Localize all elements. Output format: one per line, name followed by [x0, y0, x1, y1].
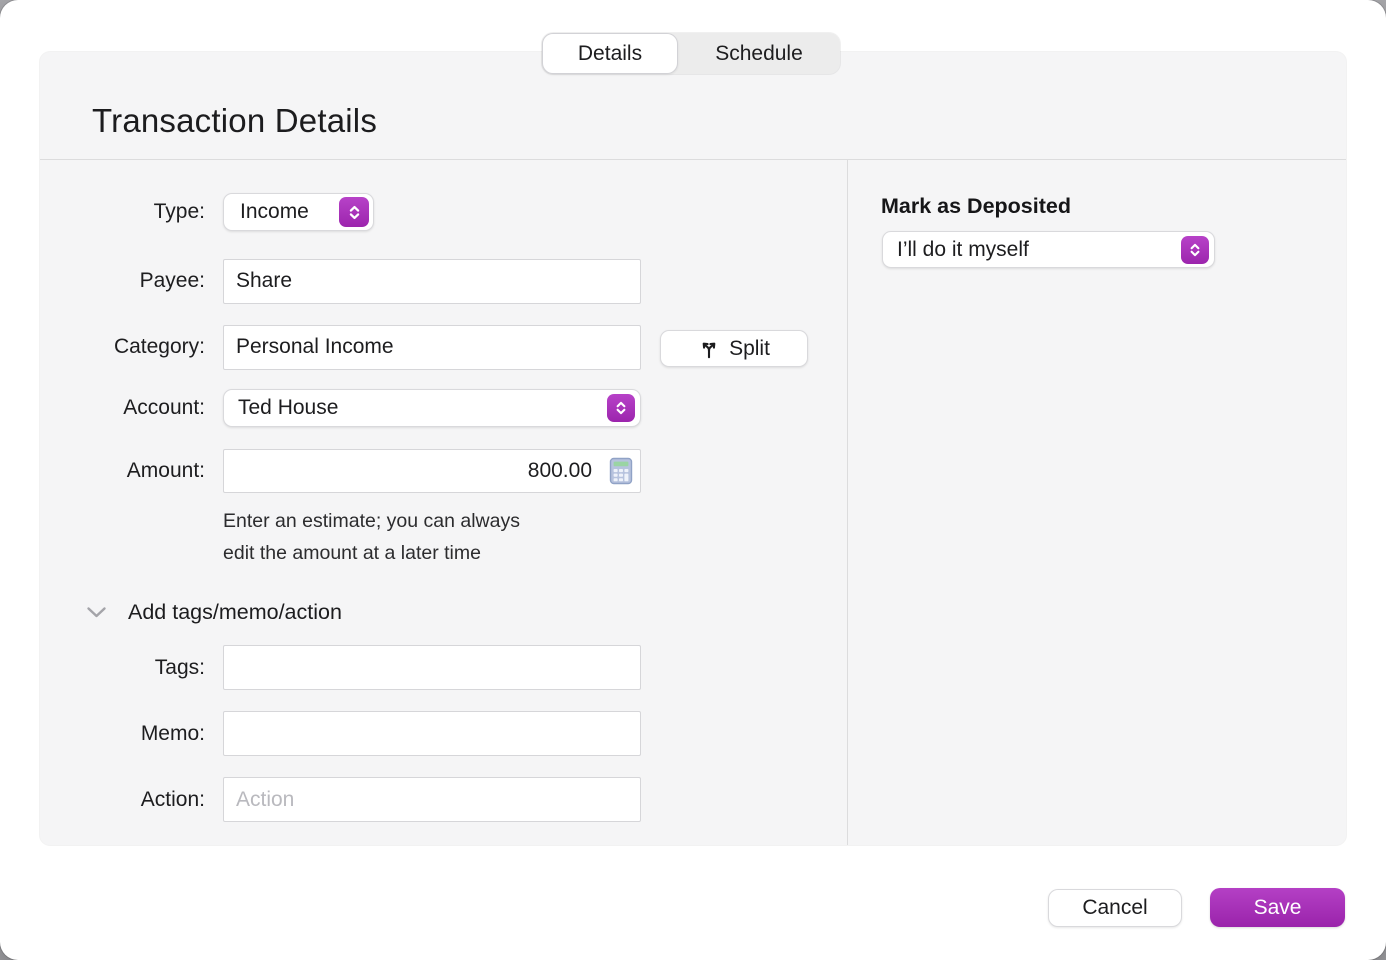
- payee-label: Payee:: [139, 269, 205, 292]
- amount-helper-line2: edit the amount at a later time: [223, 542, 481, 564]
- split-button[interactable]: Split: [660, 330, 808, 367]
- header-divider: [40, 159, 1346, 160]
- amount-helper-line1: Enter an estimate; you can always: [223, 510, 520, 532]
- account-popup-value: Ted House: [238, 396, 339, 419]
- deposit-popup-value: I’ll do it myself: [897, 237, 1029, 261]
- amount-label: Amount:: [126, 459, 205, 482]
- category-row: Category:: [40, 324, 641, 370]
- memo-row: Memo:: [40, 711, 641, 756]
- updown-stepper-icon: [607, 394, 635, 422]
- tab-details[interactable]: Details: [542, 33, 678, 74]
- cancel-button-label: Cancel: [1082, 896, 1148, 919]
- cancel-button[interactable]: Cancel: [1048, 889, 1182, 927]
- tab-schedule-label: Schedule: [715, 41, 803, 65]
- type-popup[interactable]: Income: [223, 193, 374, 231]
- tab-schedule[interactable]: Schedule: [678, 33, 840, 74]
- category-input[interactable]: [223, 324, 641, 370]
- mark-as-deposited-title: Mark as Deposited: [881, 194, 1071, 218]
- account-label: Account:: [123, 396, 205, 419]
- split-icon: [698, 338, 720, 360]
- type-label: Type:: [153, 200, 205, 223]
- tags-row: Tags:: [40, 645, 641, 690]
- payee-input[interactable]: [223, 258, 641, 304]
- deposit-popup[interactable]: I’ll do it myself: [882, 231, 1215, 268]
- tags-memo-action-disclosure[interactable]: Add tags/memo/action: [86, 596, 342, 628]
- amount-input[interactable]: [223, 449, 641, 493]
- page-title: Transaction Details: [92, 102, 378, 139]
- category-label: Category:: [113, 335, 205, 358]
- content-panel: Transaction Details Type: Income Payee:: [40, 52, 1346, 845]
- tags-label: Tags:: [154, 655, 205, 679]
- memo-input[interactable]: [223, 711, 641, 756]
- amount-field-wrap: [223, 449, 641, 493]
- amount-row: Amount:: [40, 449, 641, 493]
- type-row: Type: Income: [40, 193, 374, 231]
- split-button-label: Split: [729, 336, 770, 360]
- action-input[interactable]: [223, 777, 641, 822]
- updown-stepper-icon: [1181, 235, 1209, 264]
- save-button[interactable]: Save: [1210, 888, 1345, 927]
- calculator-icon[interactable]: [609, 457, 633, 485]
- action-label: Action:: [140, 787, 205, 811]
- memo-label: Memo:: [140, 721, 205, 745]
- payee-row: Payee:: [40, 258, 641, 304]
- updown-stepper-icon: [339, 197, 369, 227]
- account-popup[interactable]: Ted House: [223, 389, 641, 427]
- disclosure-chevron-icon: [86, 606, 107, 619]
- save-button-label: Save: [1253, 895, 1302, 919]
- tab-details-label: Details: [577, 41, 643, 65]
- tags-input[interactable]: [223, 645, 641, 690]
- disclosure-label: Add tags/memo/action: [128, 599, 342, 624]
- action-row: Action:: [40, 777, 641, 822]
- panel-divider: [847, 159, 848, 845]
- type-popup-value: Income: [240, 200, 309, 223]
- account-row: Account: Ted House: [40, 389, 641, 427]
- amount-helper-text: Enter an estimate; you can always edit t…: [223, 505, 643, 569]
- tab-bar: Details Schedule: [542, 33, 840, 74]
